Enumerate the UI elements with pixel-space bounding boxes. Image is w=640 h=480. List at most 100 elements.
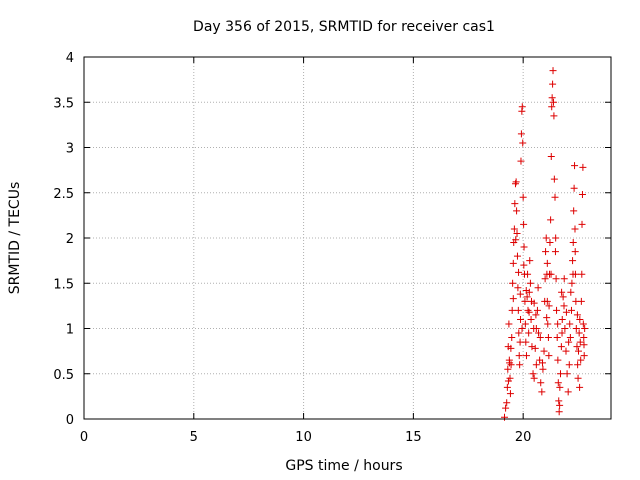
data-point [509,295,517,303]
data-point [541,275,549,283]
data-point [526,257,534,265]
data-point [560,275,568,283]
data-point [522,286,530,294]
data-point [573,311,581,319]
data-point [571,225,579,233]
data-point [503,399,511,407]
data-point [559,293,567,301]
x-tick-label: 5 [190,430,198,445]
data-point [513,252,521,260]
data-point [517,315,525,323]
data-point [551,248,559,256]
data-point [556,370,564,378]
data-point [546,239,554,247]
data-point [545,302,553,310]
data-point [565,338,573,346]
data-point [552,275,560,283]
data-point [571,162,579,170]
data-point [529,370,537,378]
data-point [580,341,588,349]
data-point [532,311,540,319]
data-point [542,234,550,242]
data-point [554,320,562,328]
data-point [547,216,555,224]
data-point [576,338,584,346]
data-point [534,284,542,292]
data-point [519,193,527,201]
data-point [535,329,543,337]
data-point [580,352,588,360]
data-point [524,306,532,314]
data-point [522,338,530,346]
data-point [563,370,571,378]
data-point [561,325,569,332]
data-point [547,270,555,278]
data-point [525,308,533,316]
data-point [504,365,512,373]
y-tick-label: 2.5 [53,187,74,202]
data-point [570,207,578,215]
data-point [557,343,565,351]
data-point [527,315,535,323]
data-point [525,329,533,337]
data-point [578,191,586,199]
data-point [503,383,511,391]
data-point [579,320,587,328]
data-point [507,361,515,369]
data-point [511,180,519,188]
data-point [576,315,584,323]
data-point [570,184,578,192]
data-point [524,270,532,278]
y-tick-label: 2 [66,232,74,247]
data-point [519,139,527,147]
data-point [565,361,573,369]
data-point [550,175,558,183]
data-point [520,243,528,251]
data-point [580,334,588,342]
data-point [558,329,566,337]
data-point [555,408,563,416]
data-point [509,279,517,287]
data-point [522,352,530,360]
data-point [530,325,538,332]
data-point [544,320,552,328]
data-point [513,207,521,215]
data-point [553,306,561,314]
data-point [533,306,541,314]
data-point [543,259,551,267]
y-tick-label: 1 [66,323,74,338]
data-point [509,259,517,267]
data-point [578,220,586,228]
x-tick-label: 10 [295,430,312,445]
axes-layer: 0 5 10 15 20 0 0.5 1 1.5 2 2.5 3 3.5 4 [53,51,612,445]
data-point [541,297,549,305]
data-point [554,356,562,364]
x-axis-label: GPS time / hours [285,458,402,474]
data-point [520,261,528,269]
data-point [558,288,566,296]
data-point [581,325,589,332]
y-tick-label: 3 [66,142,74,157]
data-point [566,320,574,328]
data-point [521,320,529,328]
data-point [578,270,586,278]
data-point [508,334,516,342]
data-point [567,306,575,314]
data-point [567,288,575,296]
data-point [562,347,570,355]
data-point [550,112,558,120]
data-point [548,103,556,111]
y-tick-label: 1.5 [53,277,74,292]
data-point [507,344,515,352]
data-point [560,302,568,310]
data-point [516,361,524,369]
data-point [549,67,557,75]
data-point [528,343,536,351]
data-point [552,234,560,242]
data-point [572,325,580,332]
points-layer [501,67,589,421]
data-point [574,374,582,382]
data-point [504,377,512,385]
data-point [538,388,546,396]
data-point [577,297,585,305]
